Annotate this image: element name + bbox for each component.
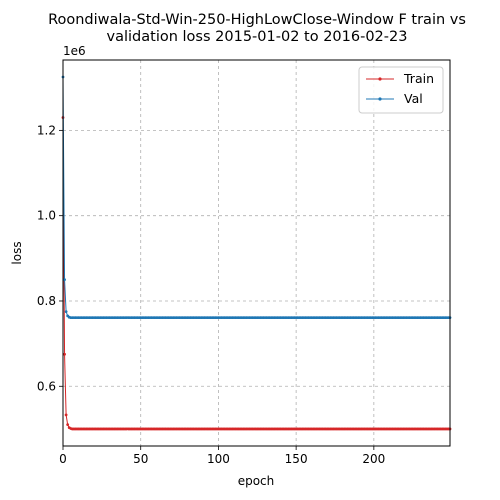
series-group <box>61 75 452 431</box>
x-tick-label: 200 <box>362 452 385 466</box>
train-series-line <box>62 117 450 430</box>
axis-ticks: 0 50 100 150 200 0.6 0.8 1.0 1.2 <box>37 123 385 466</box>
train-point <box>66 423 70 427</box>
train-point <box>64 413 68 417</box>
y-tick-label: 0.6 <box>37 379 56 393</box>
y-axis-label: loss <box>10 241 24 264</box>
chart-title-line-1: Roondiwala-Std-Win-250-HighLowClose-Wind… <box>48 12 466 28</box>
legend: Train Val <box>358 66 444 114</box>
y-tick-label: 1.2 <box>37 123 56 137</box>
train-point <box>63 352 66 356</box>
chart-title-line-2: validation loss 2015-01-02 to 2016-02-23 <box>107 29 408 45</box>
grid-lines <box>62 60 450 446</box>
legend-train-marker <box>378 77 382 81</box>
val-point <box>64 310 68 314</box>
legend-val-marker <box>378 97 382 101</box>
x-tick-label: 150 <box>285 452 308 466</box>
y-tick-label: 1.0 <box>37 209 56 223</box>
val-point <box>63 278 66 282</box>
plot-frame <box>62 59 451 447</box>
x-axis-label: epoch <box>238 474 275 488</box>
x-tick-label: 50 <box>133 452 148 466</box>
y-tick-label: 0.8 <box>37 294 56 308</box>
legend-val-label: Val <box>404 91 423 106</box>
legend-train-label: Train <box>403 71 434 86</box>
y-offset-label: 1e6 <box>63 44 86 58</box>
x-tick-label: 100 <box>207 452 230 466</box>
x-tick-label: 0 <box>59 452 67 466</box>
